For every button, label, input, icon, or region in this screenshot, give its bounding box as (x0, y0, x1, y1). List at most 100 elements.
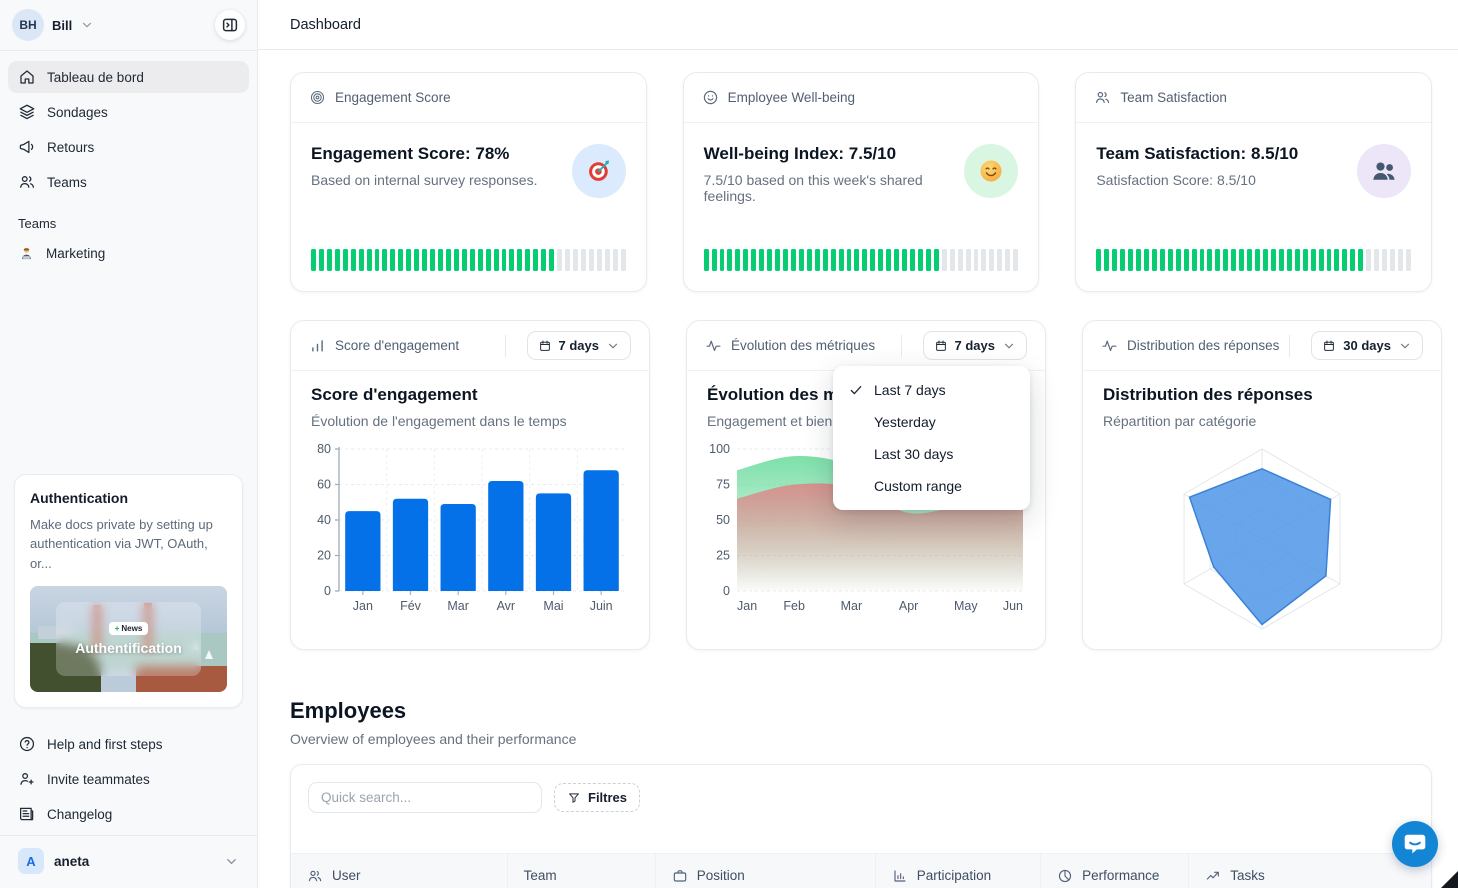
column-header-position[interactable]: Position (656, 854, 876, 888)
progress-segment (1263, 249, 1268, 271)
progress-segment (572, 249, 578, 271)
progress-segment (1136, 249, 1141, 271)
stat-card-engagement-score: Engagement Score Engagement Score: 78% Bas… (290, 72, 647, 292)
sidebar-team-marketing[interactable]: Marketing (8, 238, 249, 269)
column-header-tasks[interactable]: Tasks (1189, 854, 1431, 888)
svg-text:Jan: Jan (353, 599, 373, 613)
progress-segment (469, 249, 475, 271)
progress-segment (870, 249, 876, 271)
range-label: 7 days (558, 338, 599, 353)
column-label: Tasks (1230, 868, 1265, 883)
check-icon (848, 382, 864, 398)
range-dropdown-menu: Last 7 days Yesterday Last 30 days Custom r… (833, 366, 1030, 510)
bar-chart-icon (309, 337, 326, 354)
column-label: Participation (916, 868, 992, 883)
progress-segment (965, 249, 971, 271)
progress-segment (886, 249, 892, 271)
stat-card-employee-well-being: Employee Well-being Well-being Index: 7.5… (682, 72, 1040, 292)
sidebar-item-changelog[interactable]: Changelog (8, 798, 249, 830)
progress-segment (925, 249, 931, 271)
progress-segment (767, 249, 773, 271)
search-input[interactable] (308, 782, 542, 813)
chart-cards-row: Score d'engagement 7 days Score d'engageme… (290, 320, 1442, 650)
range-button[interactable]: 30 days (1311, 331, 1423, 360)
progress-segment (541, 249, 547, 271)
workspace-switcher[interactable]: A aneta (8, 836, 249, 888)
chart-plot-bar: 0 20 40 60 80 Jan Fév Mar Avr Mai Juin (311, 441, 629, 621)
column-header-performance[interactable]: Performance (1041, 854, 1190, 888)
invite-icon (18, 770, 36, 788)
progress-segment (1278, 249, 1284, 271)
progress-segment (775, 249, 781, 271)
chat-bubble-icon (1402, 831, 1428, 857)
stat-badge (1356, 144, 1411, 198)
chart-title: Distribution des réponses (1103, 385, 1313, 404)
svg-text:0: 0 (723, 584, 730, 598)
progress-segment (1159, 249, 1165, 271)
stat-card-body: Well-being Index: 7.5/10 7.5/10 based on … (684, 123, 1039, 249)
progress-segment (981, 249, 987, 271)
progress-segment (398, 249, 404, 271)
chart-subtitle: Répartition par catégorie (1103, 413, 1257, 429)
progress-segment (902, 249, 908, 271)
progress-segment (422, 249, 428, 271)
user-name[interactable]: Bill (52, 17, 73, 33)
range-label: 7 days (954, 338, 995, 353)
sidebar-item-invite-teammates[interactable]: Invite teammates (8, 763, 249, 795)
target-emoji-icon (585, 157, 613, 185)
menu-item-custom-range[interactable]: Custom range (833, 470, 1030, 502)
menu-item-label: Last 7 days (874, 382, 946, 398)
progress-segment (798, 249, 804, 271)
progress-segment (719, 249, 725, 271)
progress-segment (430, 249, 435, 271)
menu-item-last-7-days[interactable]: Last 7 days (833, 374, 1030, 406)
sidebar-item-help-and-first-steps[interactable]: Help and first steps (8, 728, 249, 760)
progress-segment (311, 249, 316, 271)
progress-segment (501, 249, 507, 271)
svg-text:Feb: Feb (783, 599, 805, 613)
progress-segment (1199, 249, 1205, 271)
top-bar: Dashboard (258, 0, 1458, 50)
promo-image: + News Authentification (30, 586, 227, 692)
progress-segment (620, 249, 626, 271)
collapse-icon (221, 16, 239, 34)
column-header-team[interactable]: Team (508, 854, 656, 888)
menu-item-yesterday[interactable]: Yesterday (833, 406, 1030, 438)
sidebar-item-retours[interactable]: Retours (8, 131, 249, 163)
layers-icon (18, 103, 36, 121)
stat-card-header: Team Satisfaction (1076, 73, 1431, 123)
briefcase-icon (672, 868, 688, 884)
svg-text:20: 20 (317, 549, 331, 563)
sidebar-item-sondages[interactable]: Sondages (8, 96, 249, 128)
progress-segment (549, 249, 555, 271)
employees-toolbar: Filtres (291, 765, 1431, 853)
svg-text:Jan: Jan (737, 599, 757, 613)
progress-segment (917, 249, 923, 271)
stat-subtitle: Based on internal survey responses. (311, 172, 538, 188)
promo-card[interactable]: Authentication Make docs private by sett… (14, 473, 243, 708)
progress-segment (565, 249, 570, 271)
menu-item-last-30-days[interactable]: Last 30 days (833, 438, 1030, 470)
promo-title: Authentication (30, 489, 128, 506)
progress-segment (604, 249, 610, 271)
progress-segment (783, 249, 788, 271)
sidebar-item-tableau-de-bord[interactable]: Tableau de bord (8, 61, 249, 93)
svg-text:0: 0 (324, 584, 331, 598)
column-header-user[interactable]: User (291, 854, 508, 888)
progress-segment (588, 249, 594, 271)
people-solid-icon (1370, 157, 1398, 185)
progress-segment (533, 249, 539, 271)
range-button[interactable]: 7 days (526, 331, 631, 360)
progress-segment (894, 249, 900, 271)
column-label: Performance (1082, 868, 1160, 883)
calendar-icon (538, 339, 552, 353)
filters-button[interactable]: Filtres (554, 783, 641, 812)
employees-header: Employees Overview of employees and thei… (290, 698, 1432, 747)
user-avatar[interactable]: BH (12, 9, 44, 41)
chat-widget-button[interactable] (1392, 821, 1438, 867)
range-button[interactable]: 7 days (922, 331, 1027, 360)
sidebar-collapse-button[interactable] (215, 10, 245, 40)
sidebar-item-teams[interactable]: Teams (8, 166, 249, 198)
column-header-participation[interactable]: Participation (876, 854, 1042, 888)
sidebar-nav: Tableau de bord Sondages Retours Teams (0, 51, 257, 201)
